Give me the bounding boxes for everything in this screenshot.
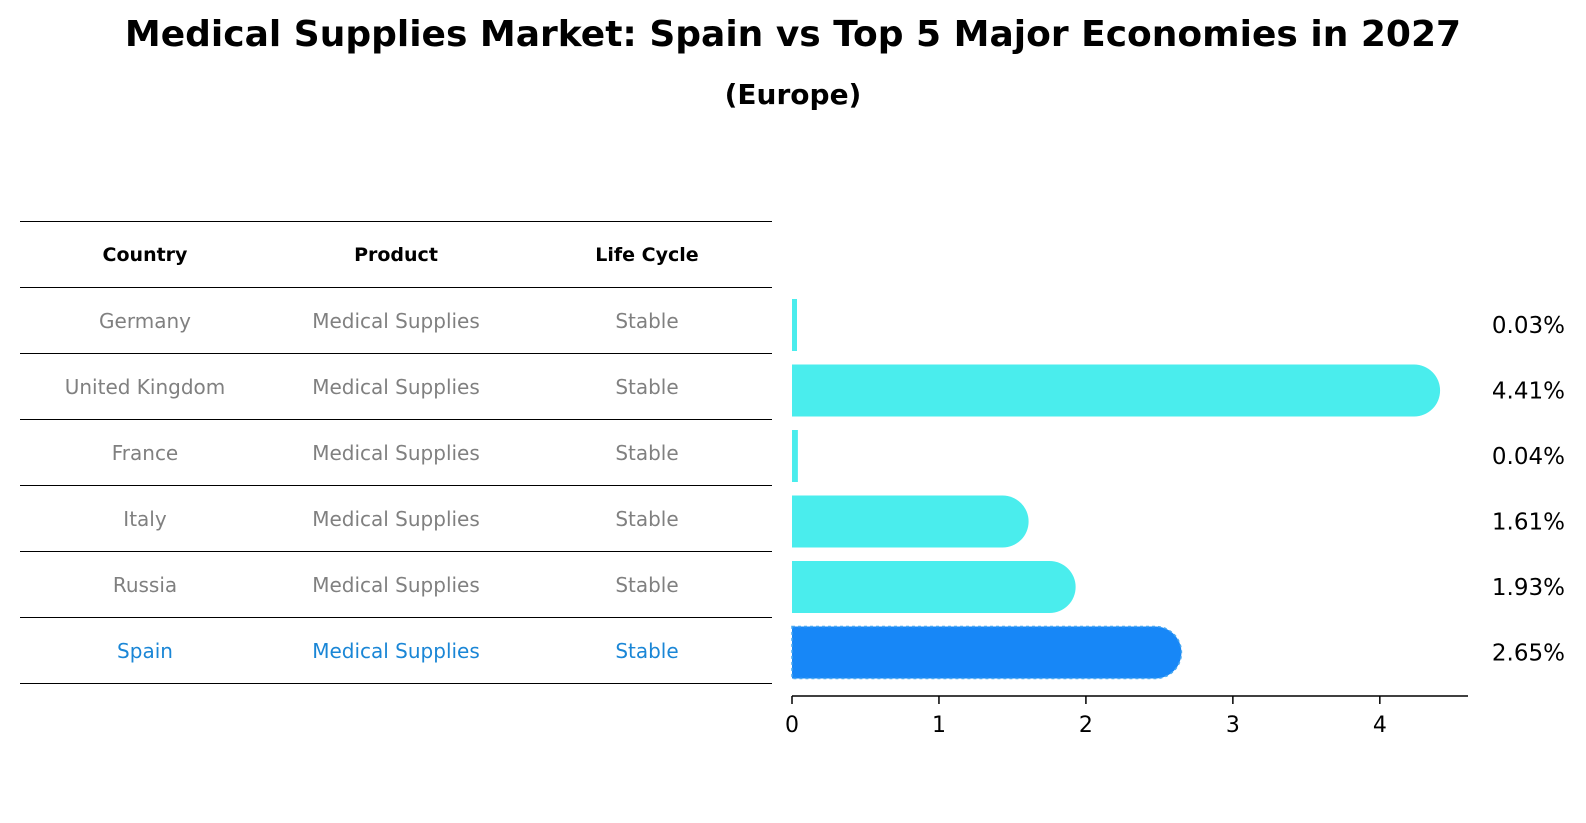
x-tick-label: 3 <box>1226 713 1240 738</box>
value-label: 1.93% <box>1492 575 1565 601</box>
table-row: France Medical Supplies Stable <box>20 420 772 486</box>
bar-united-kingdom <box>792 364 1441 417</box>
value-label: 2.65% <box>1492 641 1565 667</box>
chart-title: Medical Supplies Market: Spain vs Top 5 … <box>124 14 1462 55</box>
table-header-row: Country Product Life Cycle <box>20 222 772 288</box>
life-cycle-cell: Stable <box>615 308 679 333</box>
table-row: Russia Medical Supplies Stable <box>20 552 772 618</box>
country-cell: Germany <box>99 308 191 333</box>
table-row: Italy Medical Supplies Stable <box>20 486 772 552</box>
product-cell: Medical Supplies <box>312 572 480 597</box>
bar-france <box>792 430 798 482</box>
column-header-product: Product <box>354 243 438 266</box>
value-label: 4.41% <box>1492 379 1565 405</box>
value-label: 1.61% <box>1492 510 1565 536</box>
country-cell: France <box>111 440 179 465</box>
country-cell: Italy <box>123 506 167 531</box>
x-tick-label: 0 <box>785 713 799 738</box>
life-cycle-cell: Stable <box>615 374 679 399</box>
x-tick-label: 2 <box>1079 713 1093 738</box>
product-cell: Medical Supplies <box>312 506 480 531</box>
product-cell: Medical Supplies <box>312 308 480 333</box>
product-cell: Medical Supplies <box>312 374 480 399</box>
table-row: Germany Medical Supplies Stable <box>20 288 772 354</box>
column-header-life-cycle: Life Cycle <box>595 243 699 266</box>
country-cell: Russia <box>112 572 178 597</box>
bar-italy <box>792 495 1029 548</box>
chart-subtitle: (Europe) <box>724 78 862 111</box>
x-tick-label: 1 <box>932 713 946 738</box>
bar-spain <box>791 625 1183 680</box>
country-cell: Spain <box>117 638 173 663</box>
country-cell: United Kingdom <box>64 374 226 399</box>
product-cell: Medical Supplies <box>312 638 480 663</box>
market-table: Country Product Life Cycle Germany Medic… <box>20 221 772 684</box>
life-cycle-cell: Stable <box>615 572 679 597</box>
life-cycle-cell: Stable <box>615 506 679 531</box>
bar-germany <box>792 299 797 351</box>
bar-russia <box>792 561 1076 613</box>
product-cell: Medical Supplies <box>312 440 480 465</box>
value-label: 0.04% <box>1492 444 1565 470</box>
column-header-country: Country <box>102 243 188 266</box>
table-row-highlighted: Spain Medical Supplies Stable <box>20 618 772 684</box>
table-row: United Kingdom Medical Supplies Stable <box>20 354 772 420</box>
life-cycle-cell: Stable <box>615 638 679 663</box>
x-tick-label: 4 <box>1373 713 1387 738</box>
life-cycle-cell: Stable <box>615 440 679 465</box>
value-label: 0.03% <box>1492 313 1565 339</box>
